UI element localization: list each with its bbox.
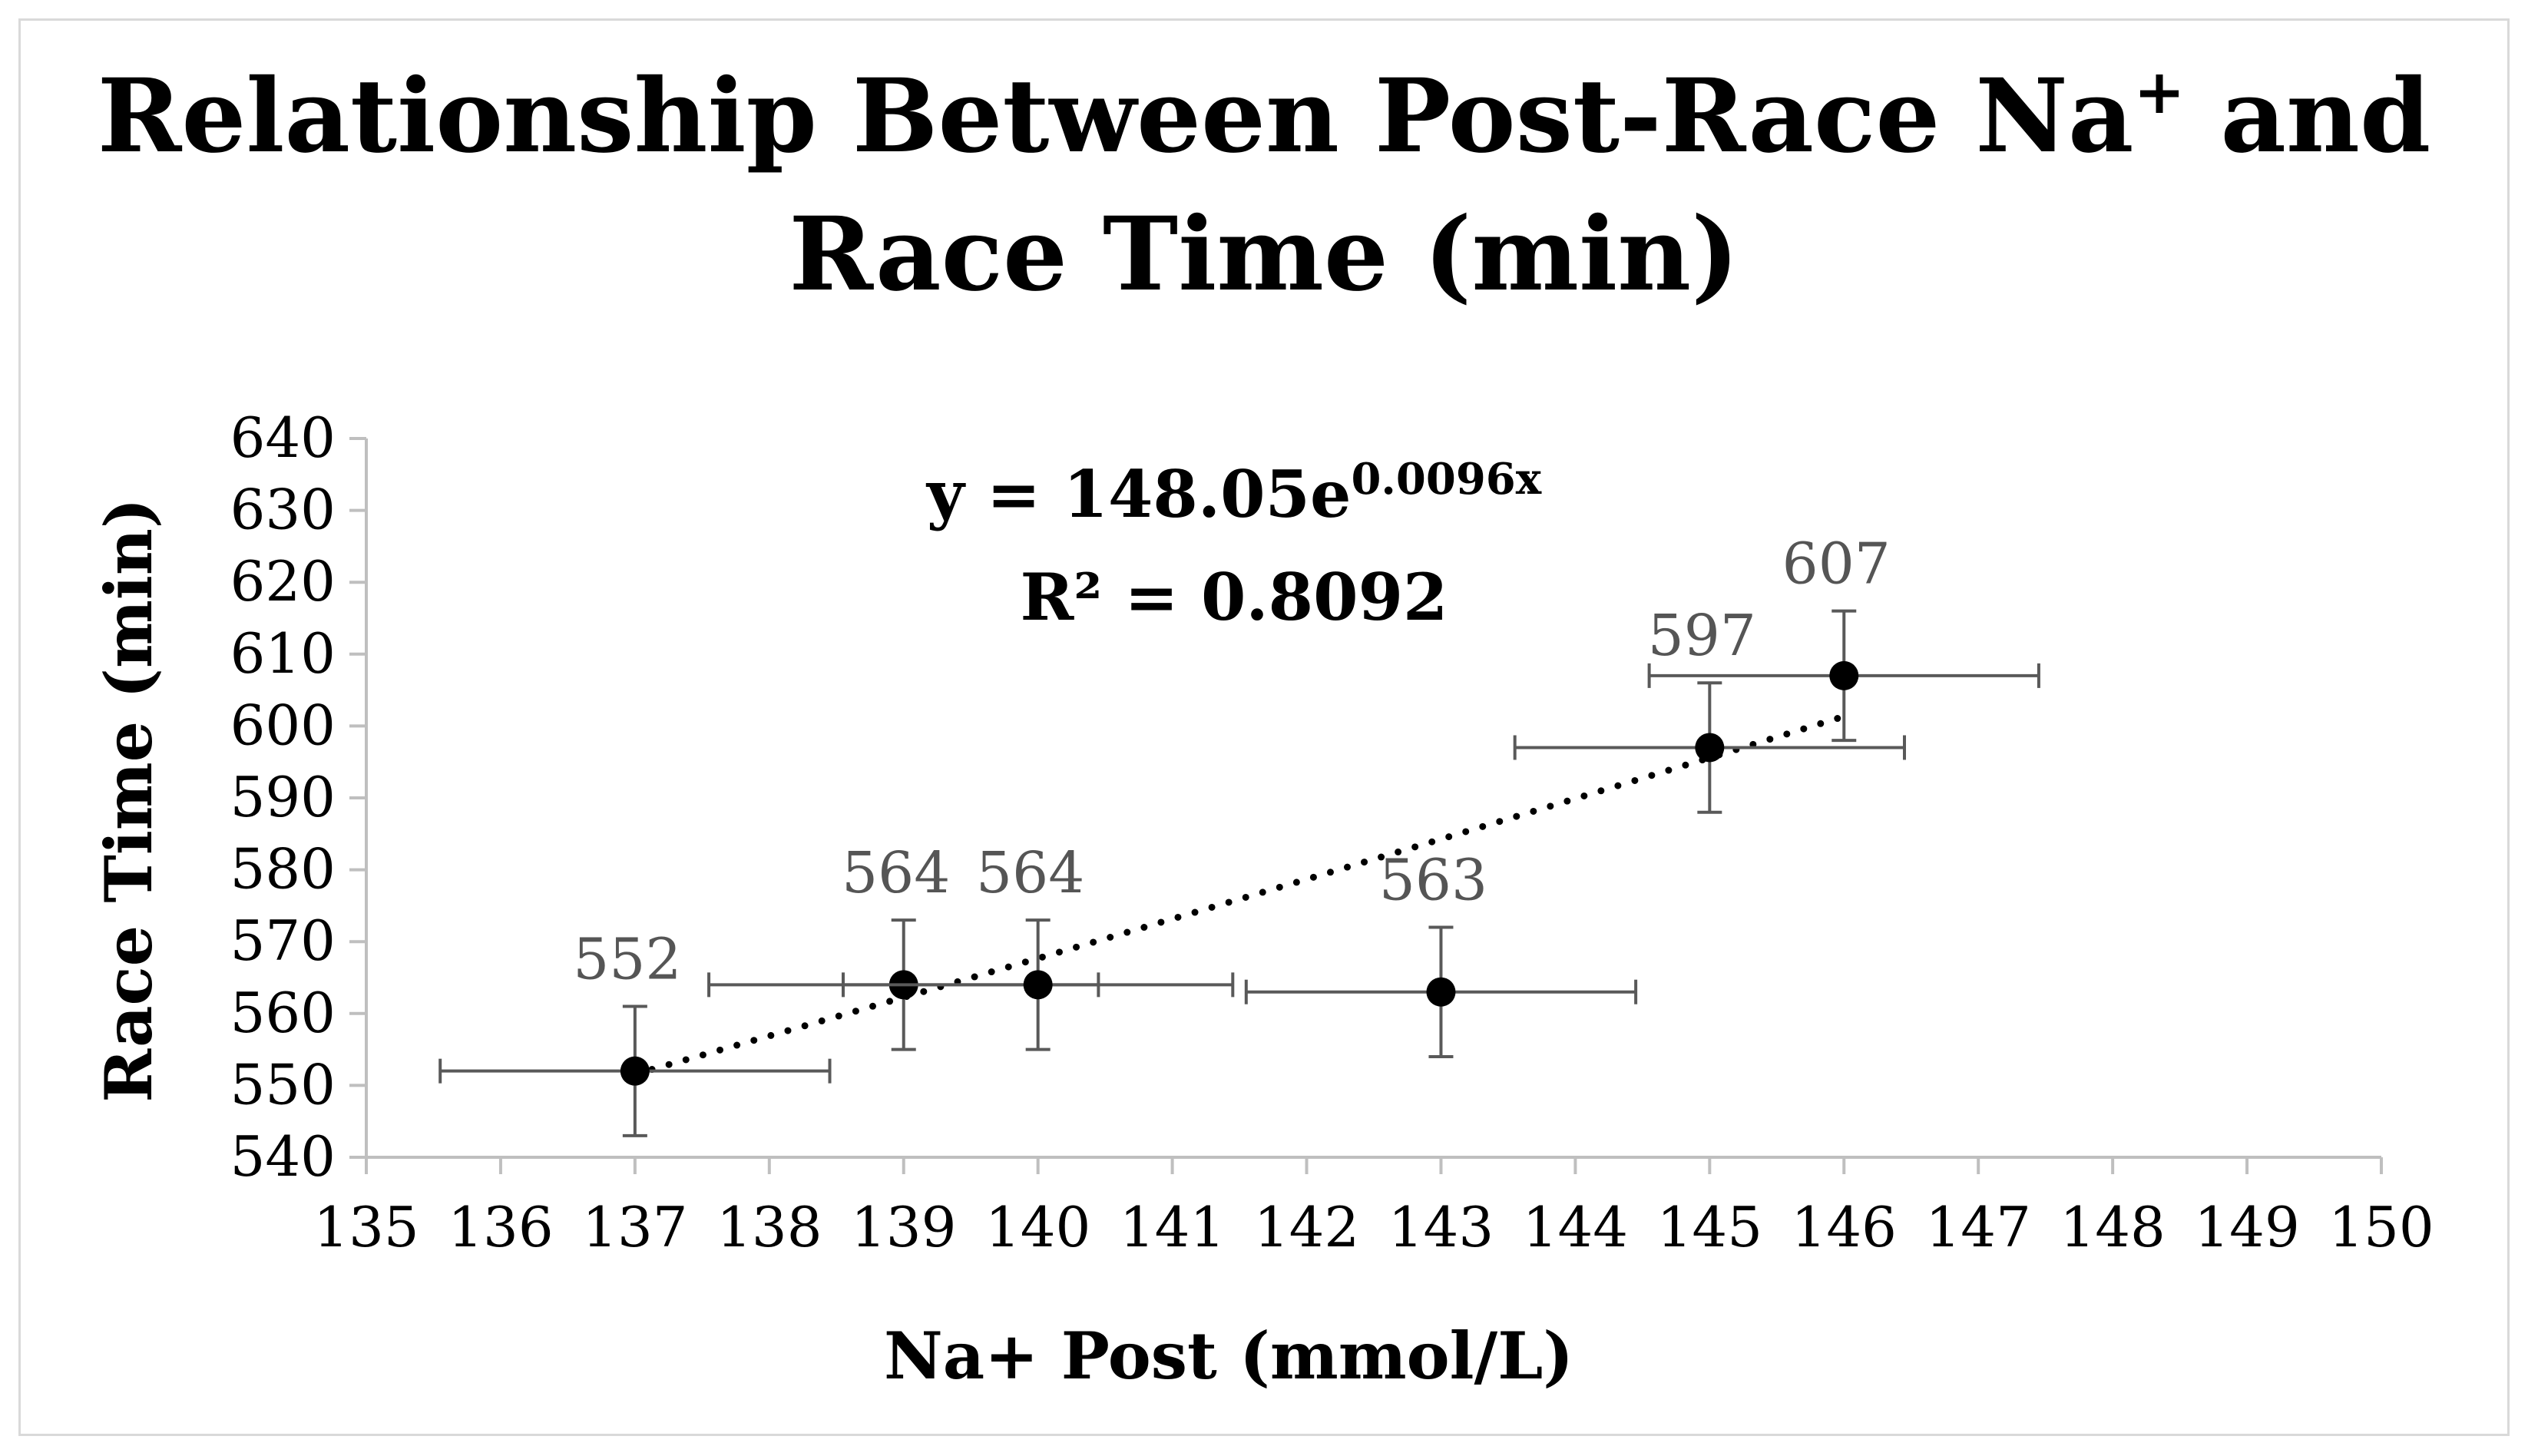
y-tick-label: 610: [230, 621, 336, 686]
chart-svg: Relationship Between Post-Race Na+ and R…: [91, 55, 2434, 1394]
data-label: 564: [842, 840, 950, 906]
trendline: [631, 713, 1848, 1078]
data-label: 552: [573, 926, 681, 992]
data-label: 564: [976, 840, 1084, 906]
x-tick-label: 143: [1388, 1195, 1494, 1259]
x-tick-label: 135: [313, 1195, 419, 1259]
x-tick-label: 149: [2194, 1195, 2299, 1259]
x-tick-label: 141: [1120, 1195, 1225, 1259]
x-tick-label: 136: [448, 1195, 553, 1259]
trendline-equation: y = 148.05e0.0096x: [925, 454, 1542, 532]
y-tick-label: 590: [230, 765, 336, 829]
y-tick-label: 540: [230, 1124, 336, 1189]
x-tick-label: 144: [1523, 1195, 1628, 1259]
x-tick-label: 137: [582, 1195, 687, 1259]
y-tick-label: 580: [230, 837, 336, 902]
y-tick-label: 550: [230, 1052, 336, 1117]
x-tick-label: 150: [2328, 1195, 2434, 1259]
y-tick-label: 560: [230, 981, 336, 1045]
x-tick-label: 138: [716, 1195, 822, 1259]
chart-title-line1: Relationship Between Post-Race Na+ and: [98, 55, 2431, 176]
chart-title-line2: Race Time (min): [789, 195, 1739, 314]
trendline-r-squared: R² = 0.8092: [1021, 559, 1448, 635]
y-axis-title: Race Time (min): [91, 498, 167, 1102]
chart-frame: Relationship Between Post-Race Na+ and R…: [18, 18, 2510, 1436]
x-tick-label: 146: [1792, 1195, 1897, 1259]
x-tick-label: 139: [851, 1195, 956, 1259]
x-tick-label: 142: [1254, 1195, 1359, 1259]
data-label: 597: [1648, 603, 1756, 669]
x-axis-title: Na+ Post (mmol/L): [884, 1318, 1573, 1394]
data-point: [1695, 733, 1725, 763]
data-point: [620, 1056, 650, 1086]
x-tick-label: 140: [985, 1195, 1090, 1259]
y-tick-label: 570: [230, 908, 336, 973]
data-label: 607: [1782, 531, 1891, 597]
data-label: 563: [1379, 847, 1487, 913]
y-tick-label: 630: [230, 478, 336, 542]
x-tick-label: 148: [2060, 1195, 2165, 1259]
data-point: [1426, 977, 1456, 1007]
y-tick-label: 600: [230, 693, 336, 757]
y-tick-label: 620: [230, 549, 336, 614]
x-tick-label: 147: [1925, 1195, 2030, 1259]
y-tick-label: 640: [230, 405, 336, 470]
x-tick-label: 145: [1657, 1195, 1762, 1259]
data-point: [1023, 970, 1053, 1000]
data-point: [1829, 660, 1859, 690]
